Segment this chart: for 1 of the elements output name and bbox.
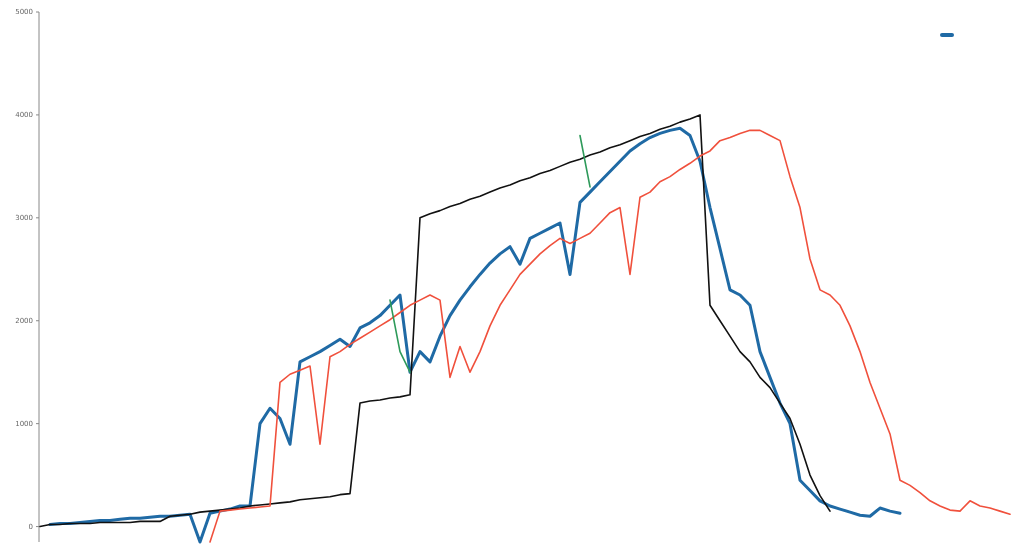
line-series	[209, 129, 1011, 543]
